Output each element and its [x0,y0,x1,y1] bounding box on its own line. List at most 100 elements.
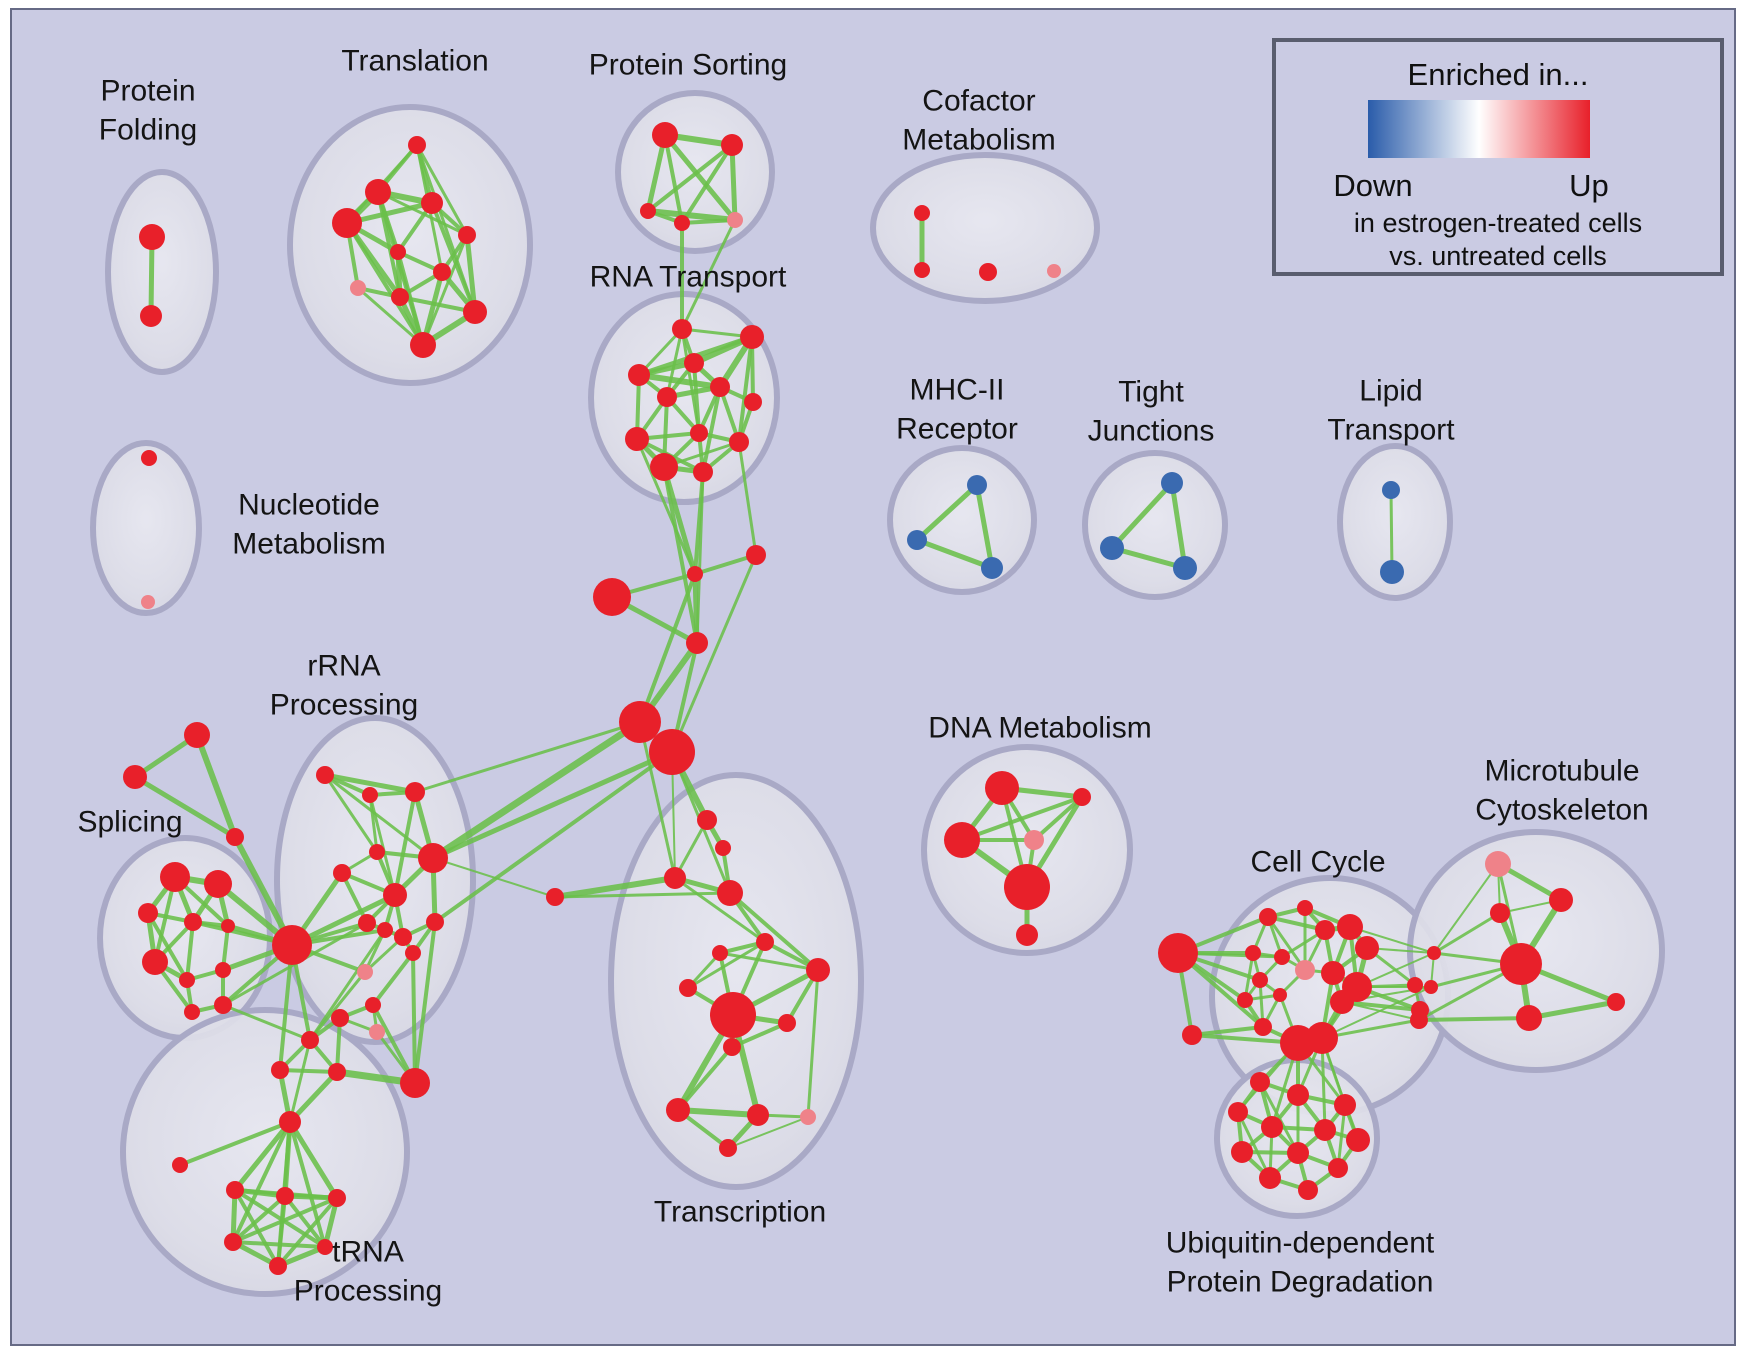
edge-r13-m9 [413,920,437,1085]
node-r7 [418,843,448,873]
node-t7 [433,263,451,281]
edge-r12-m9 [411,951,417,1085]
label-ubiquitin-degradation: Ubiquitin-dependent Protein Degradation [1166,1227,1435,1299]
node-mh1 [967,475,987,495]
edge-cc1-ccp [1266,915,1307,972]
node-x5 [546,888,564,906]
edge-tc3-tc6 [276,1196,339,1268]
edge-r1-r7 [323,773,435,860]
color-gradient-bar [1368,100,1590,158]
edge-ccl2-cc14 [1190,1025,1265,1037]
legend-subtitle: in estrogen-treated cells vs. untreated … [1276,207,1720,273]
edge-tj2-tj3 [1109,545,1188,571]
edge-x15-x16 [727,1116,809,1149]
node-ps2 [721,134,743,156]
node-u10 [1259,1167,1281,1189]
edge-t5-t10 [464,232,478,315]
node-r6 [383,883,407,907]
node-u7 [1346,1128,1370,1152]
node-d1 [985,771,1019,805]
cluster-tight-junctions [1082,450,1228,600]
edge-x12-x13 [676,1045,734,1112]
edge-x4-x8 [728,891,820,972]
node-ccl [1158,933,1198,973]
node-cc5 [1355,936,1379,960]
node-th [279,1111,301,1133]
node-sp2 [204,870,232,898]
node-cc14 [1254,1018,1272,1036]
node-rt7 [744,393,762,411]
node-cc2 [1297,900,1313,916]
node-ps4 [674,215,690,231]
label-dna-metabolism: DNA Metabolism [928,712,1151,745]
node-tc3 [328,1189,346,1207]
node-m4 [331,1009,349,1027]
node-r1 [316,766,334,784]
edge-d2-d3 [960,795,1084,842]
edge-tc1-tc6 [233,1188,280,1268]
edge-ps1-ps4 [663,133,684,225]
node-t4 [332,208,362,238]
node-d5 [1004,864,1050,910]
legend-up-label: Up [1569,168,1609,203]
node-x9 [679,979,697,997]
label-rrna-processing: rRNA Processing [270,650,418,722]
node-ps5 [727,212,743,228]
node-ccp [1295,960,1315,980]
edge-mt1-mc1 [1433,863,1499,954]
node-tj1 [1161,472,1183,494]
edge-ps2-ps4 [680,143,734,225]
node-mp [369,1024,385,1040]
legend-down-label: Down [1333,168,1413,203]
edge-th-tc4 [231,1120,292,1244]
edge-st3-rh [232,834,295,948]
label-trna-processing: tRNA Processing [294,1236,442,1308]
edge-d2-d4 [1032,795,1084,842]
node-d2 [1073,788,1091,806]
node-c4 [686,632,708,654]
node-r12 [405,945,421,961]
node-m5 [365,997,381,1013]
node-x15 [800,1109,816,1125]
node-t1 [408,136,426,154]
node-c1 [687,566,703,582]
node-cc10 [1237,992,1253,1008]
edge-tc2-tc6 [276,1194,287,1268]
node-mc1 [1427,946,1441,960]
node-cm4 [1047,264,1061,278]
label-cofactor-metabolism: Cofactor Metabolism [902,85,1055,157]
node-r10 [394,928,412,946]
edge-u4-u10 [1236,1110,1272,1180]
node-sp7 [179,972,195,988]
edge-t9-t10 [398,295,477,314]
edge-ps4-ps5 [680,218,737,225]
node-u2 [1287,1084,1309,1106]
edge-r12-m5 [371,951,415,1007]
node-rt6 [657,387,677,407]
edge-th-tc1 [232,1119,293,1193]
node-nm1 [141,450,157,466]
node-ccb2 [1306,1022,1338,1054]
node-mt1 [1485,851,1511,877]
edge-sp4-sp7 [185,920,195,982]
edge-x1-x3 [673,818,709,880]
node-cc3 [1315,920,1335,940]
edge-st2-st3 [132,774,238,840]
edge-mc3-ccb2 [1320,1018,1421,1040]
node-u9 [1287,1142,1309,1164]
node-sp8 [215,962,231,978]
node-u4 [1228,1102,1248,1122]
label-protein-folding: Protein Folding [99,75,197,147]
edge-h1-r7 [429,718,644,862]
node-t10 [463,300,487,324]
edge-r2-r6 [368,793,397,897]
edge-mc1-cc4 [1349,926,1435,954]
node-t3 [421,192,443,214]
edge-tc2-tc5 [283,1194,327,1249]
legend-subtitle-line1: in estrogen-treated cells [1353,208,1643,238]
edge-tc4-tc5 [231,1240,327,1249]
node-x12 [723,1038,741,1056]
node-cc9 [1252,972,1268,988]
node-cc6 [1245,945,1261,961]
